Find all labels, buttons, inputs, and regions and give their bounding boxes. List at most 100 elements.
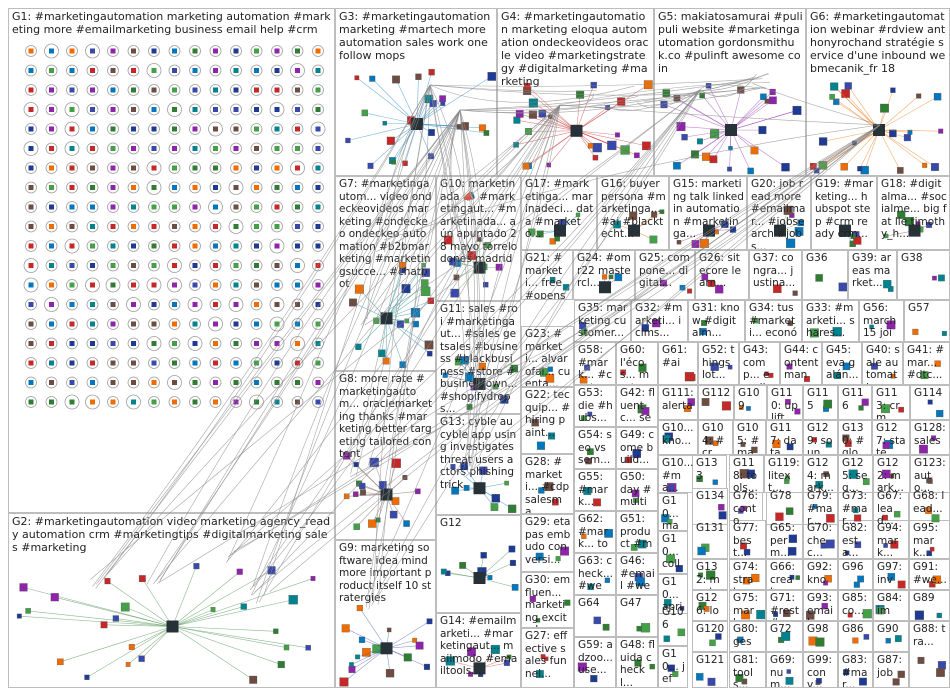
group-nodes xyxy=(696,673,716,686)
node-icon xyxy=(131,263,136,268)
group-g79: G79: #mar... xyxy=(803,488,838,525)
group-g107: G10... kno... xyxy=(658,420,698,455)
node-icon xyxy=(213,263,218,268)
node xyxy=(349,662,354,667)
node-icon xyxy=(274,68,280,73)
group-nodes xyxy=(881,404,904,414)
node-icon xyxy=(315,224,321,229)
node xyxy=(785,507,794,515)
node-icon xyxy=(131,321,136,327)
node xyxy=(702,152,711,161)
node-icon xyxy=(151,302,157,307)
edge xyxy=(172,570,272,627)
group-g26: G26: sitecore learn... xyxy=(695,250,749,300)
node-icon xyxy=(233,224,239,229)
hub-node xyxy=(570,124,583,137)
group-label: G130: #glo... xyxy=(842,422,868,455)
node-icon xyxy=(254,282,259,288)
node-icon xyxy=(274,146,280,151)
node xyxy=(615,132,620,138)
node-icon xyxy=(213,282,218,288)
node-icon xyxy=(254,185,259,190)
node-icon xyxy=(274,399,280,405)
group-g82: G82: esta... xyxy=(838,520,873,559)
node xyxy=(857,166,863,172)
node xyxy=(663,635,670,642)
edge xyxy=(684,129,732,138)
node xyxy=(829,94,835,100)
group-label: G46: #email #web... xyxy=(620,555,655,594)
group-g30: G30: emfluen... marketing excited... xyxy=(521,572,574,628)
node-icon xyxy=(151,360,157,366)
node xyxy=(907,129,913,135)
node-icon xyxy=(90,126,95,132)
hub-node xyxy=(411,118,423,130)
node-icon xyxy=(69,165,75,171)
node-icon xyxy=(295,399,300,405)
node xyxy=(852,637,859,644)
group-label: G55: #mark... xyxy=(578,471,608,508)
group-nodes xyxy=(887,573,906,589)
node xyxy=(781,631,791,641)
group-label: G90 xyxy=(877,623,899,635)
node-icon xyxy=(69,224,75,229)
node xyxy=(528,110,537,119)
node xyxy=(649,663,655,670)
node-icon xyxy=(192,399,198,405)
node xyxy=(769,96,777,105)
group-nodes xyxy=(773,609,791,617)
group-label: G91: #we... xyxy=(913,561,947,586)
node-icon xyxy=(172,126,177,132)
node-icon xyxy=(90,302,95,307)
node-icon xyxy=(315,48,321,54)
group-g98: G98 xyxy=(803,621,838,652)
node xyxy=(672,671,679,677)
group-g53: G53: die #hubs... xyxy=(574,385,616,427)
node-icon xyxy=(69,321,75,327)
group-label: G52: things lot... xyxy=(702,344,735,381)
node-icon xyxy=(274,360,280,366)
node-icon xyxy=(172,204,177,210)
node-icon xyxy=(110,302,116,307)
group-g43: G43: comp... email... xyxy=(739,342,780,385)
node-icon xyxy=(131,282,136,288)
node-icon xyxy=(151,380,157,385)
node-icon xyxy=(192,263,198,268)
node xyxy=(886,320,896,330)
node xyxy=(709,155,718,164)
group-nodes xyxy=(885,635,902,644)
node-icon xyxy=(295,165,300,171)
group-g99: G99: conv... xyxy=(803,652,838,688)
node xyxy=(362,648,371,657)
node-icon xyxy=(172,87,177,93)
group-label: G27: effective sales funnel... xyxy=(525,630,568,680)
node-icon xyxy=(110,224,116,229)
node xyxy=(859,677,867,686)
node xyxy=(838,282,847,292)
group-label: G93: email... xyxy=(807,592,834,620)
group-label: G112 xyxy=(702,387,731,399)
group-g24: G24: #omr22 mastercl... xyxy=(573,250,635,300)
group-label: G50: day #multif... xyxy=(620,471,652,510)
node-icon xyxy=(172,399,177,405)
group-g84: G84: imp... xyxy=(873,590,909,621)
node xyxy=(718,504,725,511)
node xyxy=(305,645,311,651)
node-icon xyxy=(213,185,218,190)
group-g54: G54: seo vs sem... xyxy=(574,427,616,469)
node-icon xyxy=(131,380,136,385)
group-nodes xyxy=(593,616,610,631)
edge xyxy=(864,129,880,171)
node-icon xyxy=(315,165,321,171)
node-icon xyxy=(295,341,300,346)
group-label: G51: product #mark... xyxy=(620,513,653,552)
group-label: G124: mark... xyxy=(807,457,834,493)
node-icon xyxy=(295,48,300,54)
group-label: G47 xyxy=(620,597,642,609)
node xyxy=(890,373,896,379)
node xyxy=(747,167,754,175)
node-icon xyxy=(213,126,218,132)
group-g67: G67: lead... xyxy=(873,488,909,525)
node xyxy=(453,274,460,281)
group-label: G62: #mark... tool... xyxy=(578,513,608,552)
